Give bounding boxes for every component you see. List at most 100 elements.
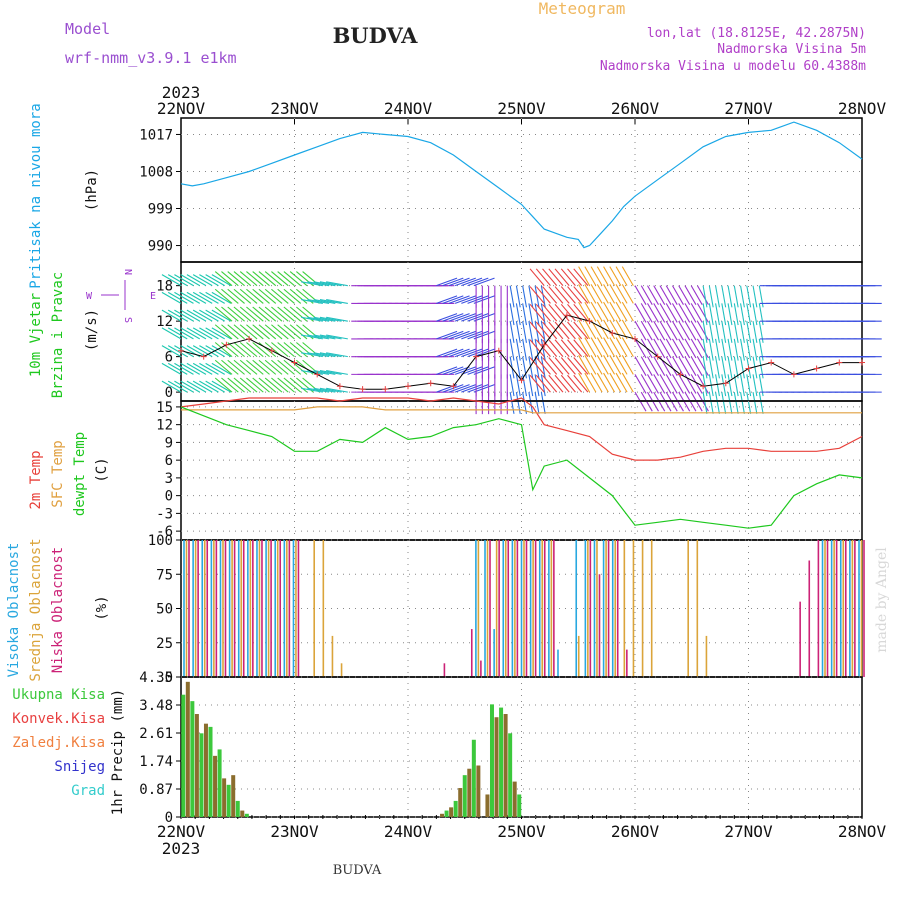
wind-arrow [199,291,219,304]
precip-bar [199,733,204,817]
wind-arrow [180,291,201,304]
time-tick-top: 28NOV [838,99,887,118]
wind-arrow [264,288,283,304]
wind-ytick-label: 0 [165,385,173,401]
wind-gust-marker [768,359,775,366]
wind-arrow [271,288,289,304]
wind-arrow [161,345,182,358]
wind-arrow [560,374,576,393]
wind-arrow [161,309,182,322]
meteogram-title: Meteogram [539,0,626,18]
time-tick-top: 23NOV [270,99,319,118]
precip-legend-item: Snijeg [54,759,105,775]
wind-arrow [733,338,739,361]
time-tick-top: 22NOV [157,99,206,118]
wind-arrow [258,306,277,322]
precip-bar [185,681,190,817]
precip-ytick-label: 2.61 [139,726,173,742]
time-tick-bottom: 22NOV [157,822,206,841]
wind-arrow [721,338,727,361]
wind-arrow [313,352,336,358]
wind-arrow [584,372,597,393]
precip-legend-item: Grad [71,783,105,799]
wind-arrow [211,309,232,322]
wind-arrow [554,268,570,287]
precip-bar [467,768,472,817]
wind-arrow [702,374,708,397]
precip-bar [462,775,467,817]
wind-arrow [271,342,289,358]
wind-arrow [277,324,295,340]
wind-arrow [621,337,634,357]
wind-arrow [554,339,570,357]
wind-arrow [313,281,336,287]
wind-arrow [161,327,182,340]
wind-arrow [573,321,589,340]
wind-arrow [647,356,659,376]
precip-bar [226,784,231,817]
wind-arrow [603,372,616,393]
wind-arrow [174,362,194,375]
wind-arrow [529,268,545,287]
wind-arrow [192,345,213,358]
wind-arrow [590,266,603,286]
wind-arrow [246,288,264,304]
wind-arrow [283,342,302,358]
temp-ytick-label: 12 [156,418,173,434]
wind-arrow [702,356,708,379]
wind-arrow [640,356,653,376]
wind-arrow [573,339,589,357]
wind-arrow [448,295,470,304]
wind-arrow [252,324,270,340]
wind-arrow [567,357,583,375]
wind-arrow [733,303,739,326]
wind-arrow [522,321,527,343]
wind-arrow [567,339,583,357]
wind-arrow [252,288,270,304]
wind-arrow [684,320,697,341]
wind-arrow [186,362,207,375]
wind-arrow [590,337,603,357]
wind-arrow [690,374,703,394]
wind-arrow [211,274,232,287]
model-name: wrf-nmm_v3.9.1 e1km [65,49,237,67]
wind-arrow [540,374,546,397]
wind-arrow [702,285,708,308]
wind-gust-marker [790,371,797,378]
wind-arrow [301,352,323,358]
temp-unit: (C) [94,457,110,482]
wind-arrow [752,321,758,343]
wind-arrow [596,266,609,286]
wind-arrow [678,303,691,323]
cloud-ylabel-mid: Srednja Oblacnost [28,538,44,681]
wind-arrow [534,285,540,308]
wind-arrow [186,291,207,304]
wind-arrow [534,356,540,379]
wind-arrow [665,356,678,376]
wind-arrow [542,339,558,357]
wind-arrow [461,348,483,358]
wind-arrow [473,277,495,287]
wind-arrow [436,366,458,375]
wind-arrow [529,303,545,322]
wind-arrow [609,319,622,340]
wind-arrow [161,274,182,287]
wind-arrow [567,286,583,304]
wind-arrow [509,303,515,326]
wind-arrow [448,366,470,375]
wind-arrow [239,342,258,358]
precip-bar [240,810,245,817]
wind-arrow [690,356,703,376]
wind-arrow [307,299,330,304]
wind-arrow [603,284,616,304]
wind-arrow [696,285,709,305]
wind-arrow [186,380,207,393]
wind-arrow [560,339,576,357]
wind-ylabel2: Brzina i Pravac [50,272,66,398]
wind-arrow [702,303,708,326]
wind-arrow [727,303,733,326]
wind-arrow [319,387,342,393]
wind-ytick-label: 18 [156,279,173,295]
wind-arrow [653,356,666,376]
wind-arrow [227,306,245,322]
